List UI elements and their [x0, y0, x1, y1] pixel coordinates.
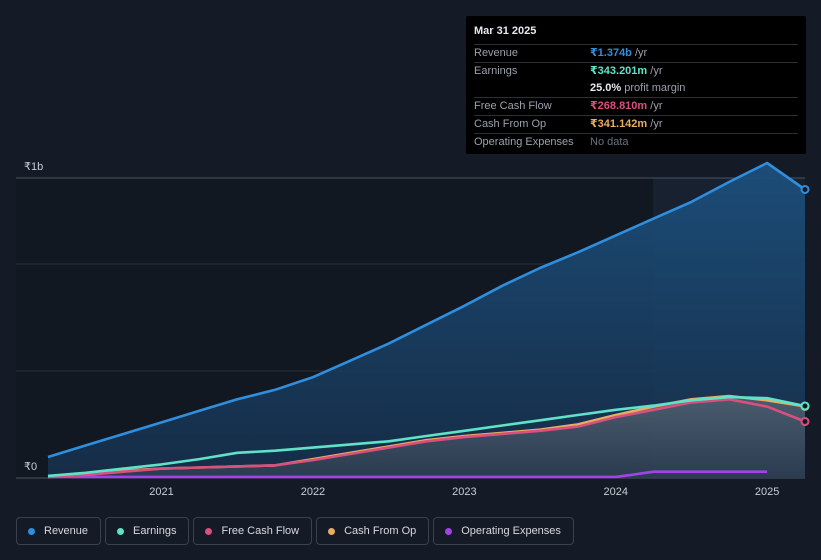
tooltip-row-label	[474, 80, 590, 97]
y-tick-label: ₹0	[24, 461, 37, 473]
tooltip-row: Operating Expenses No data	[474, 133, 798, 151]
tooltip-row: 25.0% profit margin	[474, 80, 798, 97]
tooltip-row-value: 25.0% profit margin	[590, 82, 686, 94]
legend-dot-icon	[328, 527, 336, 535]
tooltip-row-label: Free Cash Flow	[474, 100, 552, 112]
tooltip-row: Free Cash Flow ₹268.810m /yr	[474, 97, 798, 115]
legend-dot-icon	[205, 527, 213, 535]
legend-label: Revenue	[44, 525, 89, 537]
legend-item-free-cash-flow[interactable]: Free Cash Flow	[193, 517, 313, 545]
tooltip-row: Cash From Op ₹341.142m /yr	[474, 115, 798, 133]
x-tick-label: 2022	[301, 486, 325, 498]
tooltip-row-label: Cash From Op	[474, 118, 547, 130]
x-tick-label: 2025	[755, 486, 779, 498]
x-tick-label: 2021	[149, 486, 173, 498]
tooltip-row-label: Operating Expenses	[474, 136, 574, 148]
operating-expenses-line	[48, 470, 768, 479]
tooltip-row-value: ₹341.142m /yr	[590, 118, 663, 130]
legend: Revenue Earnings Free Cash Flow Cash From O…	[16, 517, 574, 545]
tooltip-row-label: Revenue	[474, 47, 519, 59]
tooltip-row-label: Earnings	[474, 65, 518, 77]
free-cash-flow-endpoint	[800, 417, 810, 427]
tooltip-row: Earnings ₹343.201m /yr	[474, 62, 798, 80]
y-tick-label: ₹1b	[24, 161, 43, 173]
legend-dot-icon	[117, 527, 125, 535]
tooltip-date: Mar 31 2025	[474, 25, 537, 37]
tooltip-row-value: No data	[590, 136, 629, 148]
legend-dot-icon	[28, 527, 35, 535]
tooltip-row-value: ₹343.201m /yr	[590, 65, 663, 77]
tooltip: Mar 31 2025 Revenue ₹1.374b /yr Earnings ₹3…	[466, 16, 806, 154]
legend-label: Cash From Op	[344, 525, 417, 537]
earnings-line	[47, 395, 806, 478]
legend-label: Earnings	[133, 525, 177, 537]
x-tick-label: 2024	[604, 486, 628, 498]
revenue-line	[47, 161, 806, 459]
tooltip-row: Revenue ₹1.374b /yr	[474, 44, 798, 62]
legend-label: Operating Expenses	[461, 525, 561, 537]
x-tick-label: 2023	[452, 486, 476, 498]
legend-dot-icon	[445, 527, 453, 535]
free-cash-flow-line	[47, 398, 806, 479]
chart-area: ₹1b ₹0 2021 2022 2023 2024 2025	[16, 161, 810, 498]
revenue-area	[48, 163, 805, 478]
legend-label: Free Cash Flow	[221, 525, 300, 537]
revenue-endpoint	[800, 184, 810, 194]
legend-item-revenue[interactable]: Revenue	[16, 517, 102, 545]
legend-item-earnings[interactable]: Earnings	[105, 517, 190, 545]
tooltip-row-value: ₹268.810m /yr	[590, 100, 663, 112]
earnings-endpoint	[800, 401, 810, 411]
legend-item-cash-from-op[interactable]: Cash From Op	[316, 517, 430, 545]
legend-item-operating-expenses[interactable]: Operating Expenses	[433, 517, 574, 545]
tooltip-row-value: ₹1.374b /yr	[590, 47, 648, 59]
